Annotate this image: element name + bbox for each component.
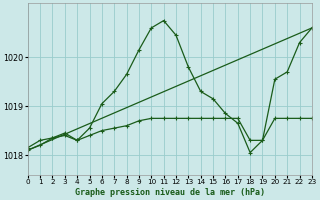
X-axis label: Graphe pression niveau de la mer (hPa): Graphe pression niveau de la mer (hPa)	[75, 188, 265, 197]
